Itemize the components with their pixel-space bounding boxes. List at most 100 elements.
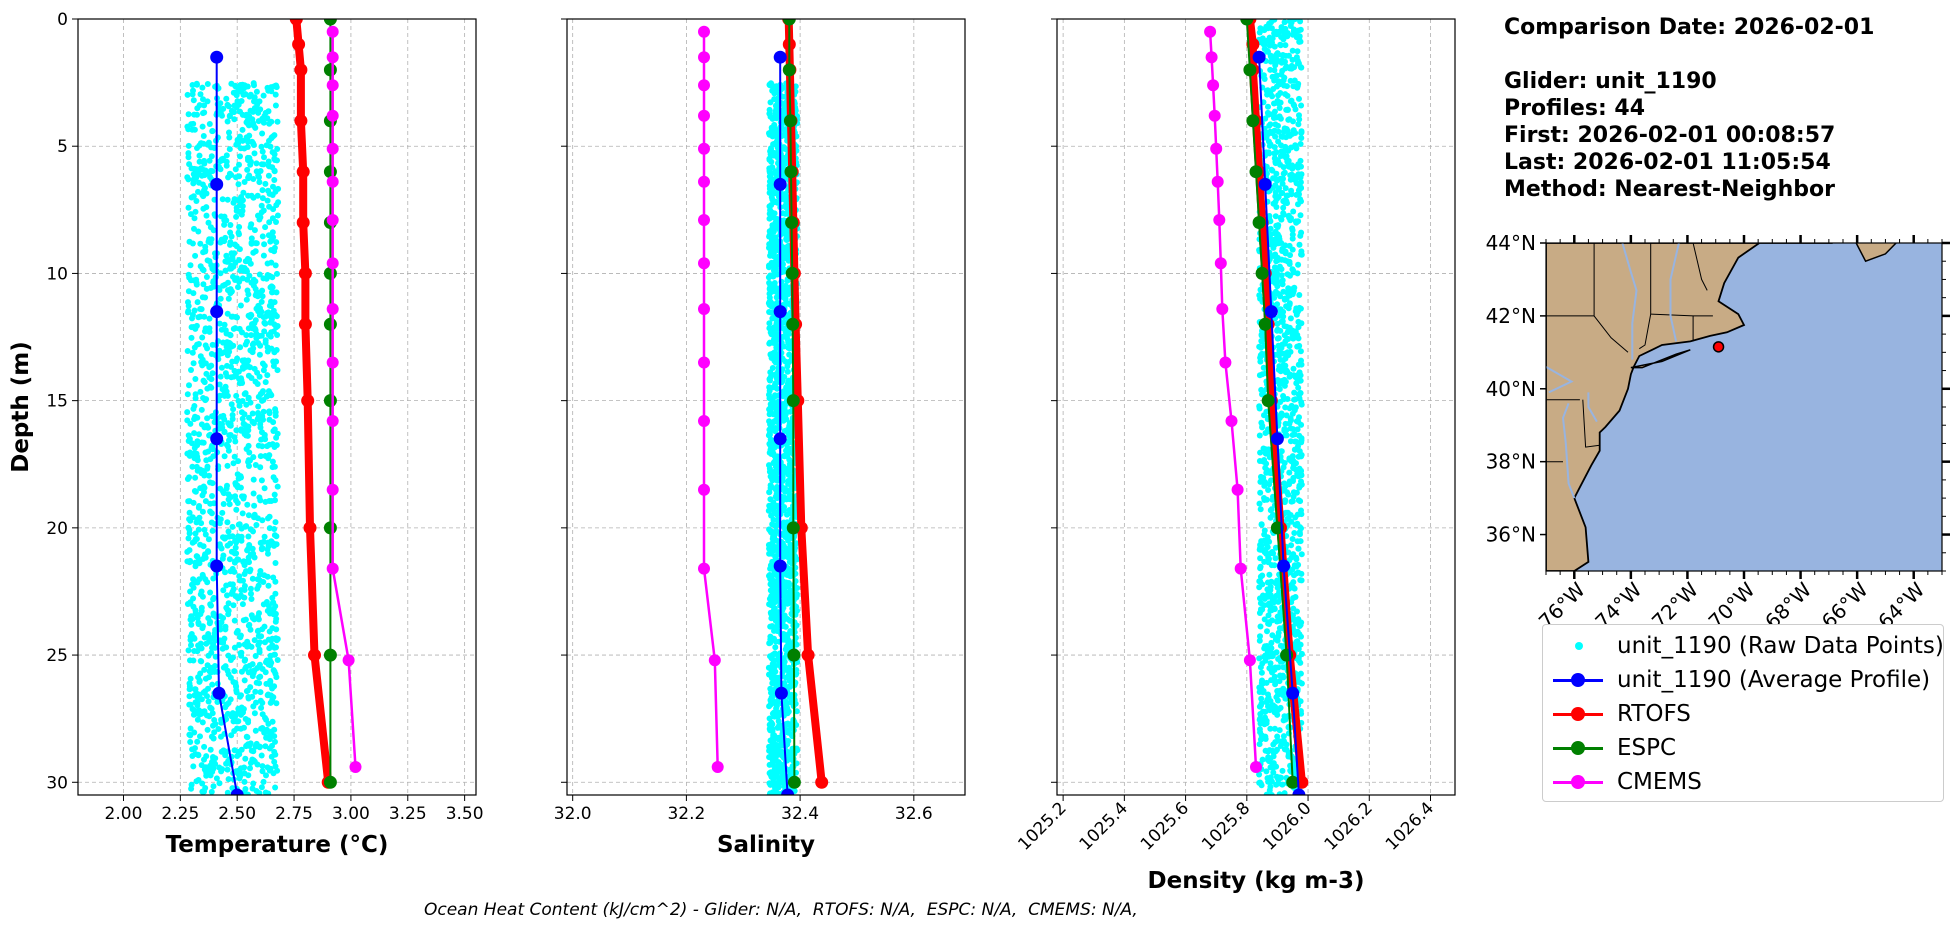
raw-point: [1280, 357, 1287, 364]
raw-point: [273, 347, 280, 353]
raw-point: [769, 687, 775, 694]
cmems-marker: [698, 109, 710, 122]
raw-point: [258, 143, 265, 150]
raw-point: [199, 508, 206, 515]
raw-point: [770, 499, 777, 506]
raw-point: [265, 158, 272, 165]
raw-point: [229, 523, 236, 530]
raw-point: [1279, 738, 1286, 745]
raw-point: [225, 496, 232, 503]
espc-marker: [785, 266, 799, 280]
raw-point: [1295, 261, 1302, 268]
raw-point: [251, 667, 258, 674]
raw-point: [226, 501, 233, 508]
raw-point: [187, 449, 193, 456]
raw-point: [1277, 153, 1284, 159]
raw-point: [1293, 619, 1299, 625]
raw-point: [768, 694, 775, 701]
raw-point: [236, 402, 243, 409]
raw-point: [262, 669, 269, 676]
raw-point: [259, 130, 266, 137]
raw-point: [190, 193, 197, 200]
raw-point: [1296, 38, 1303, 45]
raw-point: [244, 268, 250, 275]
raw-point: [185, 111, 192, 118]
raw-point: [226, 113, 233, 120]
raw-point: [242, 390, 249, 397]
raw-point: [243, 432, 250, 439]
raw-point: [246, 568, 253, 575]
raw-point: [186, 731, 193, 738]
raw-point: [772, 555, 779, 562]
raw-point: [239, 493, 245, 500]
raw-point: [1257, 623, 1264, 630]
raw-point: [244, 501, 251, 508]
raw-point: [1283, 154, 1290, 161]
raw-point: [218, 748, 225, 755]
raw-point: [262, 337, 269, 344]
raw-point: [234, 500, 241, 506]
raw-point: [248, 643, 255, 650]
raw-point: [235, 284, 241, 291]
raw-point: [1291, 585, 1298, 592]
raw-point: [1281, 460, 1288, 466]
raw-point: [248, 596, 255, 602]
raw-point: [225, 611, 232, 618]
raw-point: [1294, 511, 1301, 518]
raw-point: [246, 542, 253, 548]
raw-point: [252, 286, 259, 292]
raw-point: [1293, 418, 1300, 425]
raw-point: [1297, 670, 1304, 677]
raw-point: [235, 101, 242, 108]
raw-point: [770, 273, 777, 280]
glider-marker: [210, 305, 224, 319]
raw-point: [258, 725, 265, 732]
raw-point: [766, 309, 773, 315]
raw-point: [251, 227, 258, 234]
raw-point: [1261, 616, 1268, 623]
raw-point: [196, 158, 203, 165]
raw-point: [1260, 689, 1267, 696]
raw-point: [196, 431, 202, 438]
raw-point: [1291, 173, 1298, 180]
raw-point: [262, 743, 269, 750]
raw-point: [218, 326, 225, 333]
raw-point: [1280, 204, 1287, 211]
raw-point: [1298, 135, 1305, 141]
raw-point: [783, 196, 790, 203]
espc-marker: [323, 394, 337, 408]
raw-point: [1257, 286, 1264, 293]
raw-point: [249, 410, 256, 417]
raw-point: [187, 588, 194, 595]
raw-point: [781, 126, 788, 133]
raw-point: [1282, 127, 1289, 134]
raw-point: [210, 278, 217, 285]
raw-point: [783, 384, 790, 391]
raw-point: [784, 363, 791, 370]
raw-point: [1264, 756, 1271, 763]
raw-point: [767, 639, 774, 646]
raw-point: [273, 615, 280, 622]
x-tick-label: 3.25: [389, 804, 427, 824]
raw-point: [272, 497, 278, 504]
raw-point: [1264, 628, 1270, 635]
raw-point: [251, 758, 258, 765]
raw-point: [252, 727, 259, 734]
raw-point: [766, 110, 773, 117]
raw-point: [1269, 35, 1276, 42]
raw-point: [191, 729, 198, 736]
raw-point: [245, 175, 252, 182]
raw-point: [233, 213, 240, 220]
raw-point: [201, 708, 208, 715]
raw-point: [207, 664, 214, 671]
raw-point: [1256, 771, 1263, 778]
plot-area: [1204, 19, 1309, 795]
raw-point: [1295, 453, 1302, 460]
raw-point: [247, 765, 253, 772]
raw-point: [1257, 354, 1264, 361]
raw-point: [269, 274, 276, 281]
raw-point: [247, 91, 254, 98]
raw-point: [195, 694, 201, 701]
raw-point: [774, 495, 781, 502]
raw-point: [768, 82, 775, 89]
